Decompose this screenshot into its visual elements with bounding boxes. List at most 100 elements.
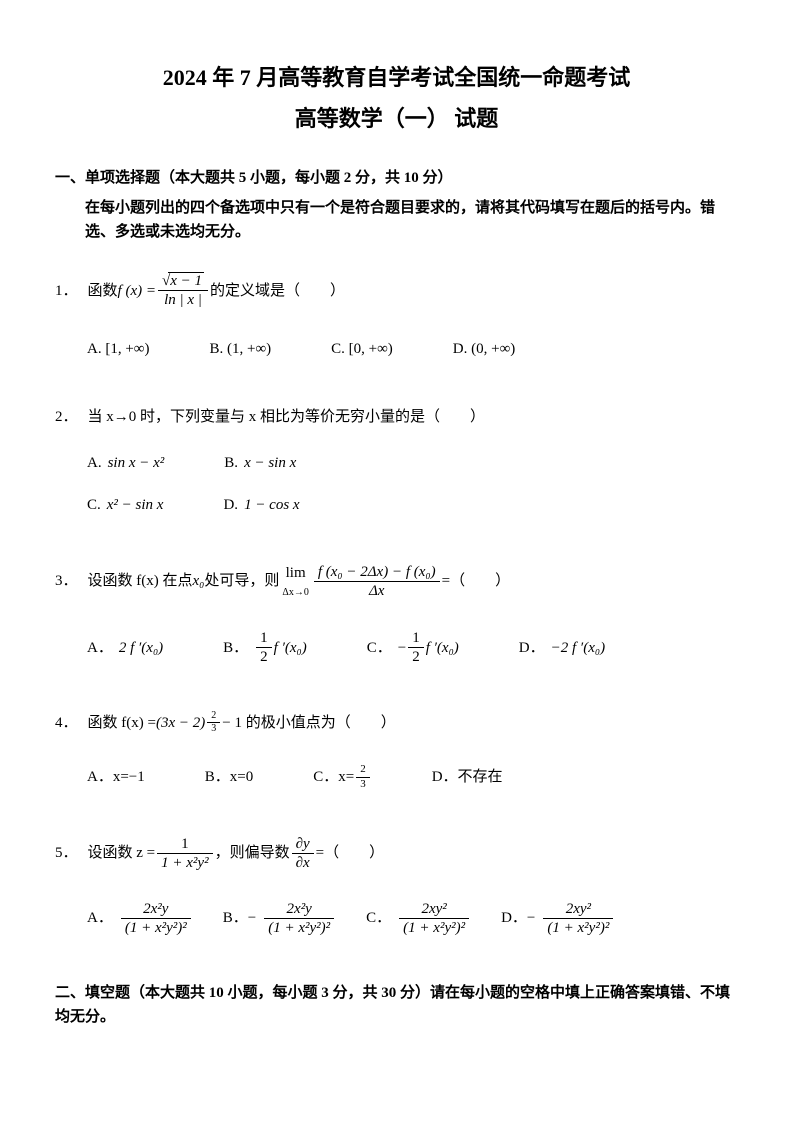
q2-option-b: B. x − sin x xyxy=(224,451,296,475)
q4-c-den: 3 xyxy=(356,778,370,791)
section2-heading: 二、填空题（本大题共 10 小题，每小题 3 分，共 30 分）请在每小题的空格… xyxy=(55,981,738,1029)
q3-b-num: 1 xyxy=(256,629,272,648)
q5-z-den: 1 + x²y² xyxy=(157,854,212,872)
q1-pre: 函数 xyxy=(88,279,118,303)
main-title: 2024 年 7 月高等教育自学考试全国统一命题考试 xyxy=(55,60,738,95)
q2-b-text: x − sin x xyxy=(244,451,296,475)
q5-c-den: (1 + x²y²)² xyxy=(399,919,469,937)
q2-option-c: C. x² − sin x xyxy=(87,493,163,517)
q3-fraction: f (x₀ − 2Δx) − f (x₀) Δx xyxy=(314,563,440,600)
q2-c-text: x² − sin x xyxy=(107,493,164,517)
q5-d-label: D．− xyxy=(501,906,535,930)
q1-number: 1． xyxy=(55,279,78,303)
q3-post: =（ ） xyxy=(442,569,510,593)
q5-c-label: C． xyxy=(366,906,391,930)
q3-lim-top: lim xyxy=(282,561,308,585)
q1-option-b: B. (1, +∞) xyxy=(209,337,271,361)
q5-c-num: 2xy² xyxy=(399,900,469,919)
q4-option-b: B．x=0 xyxy=(205,763,253,790)
q4-exponent: 2 3 xyxy=(207,710,220,735)
q2-b-label: B. xyxy=(224,451,238,475)
q5-pre: 设函数 z = xyxy=(88,841,156,865)
sub-title: 高等数学（一） 试题 xyxy=(55,101,738,136)
q4-option-a: A．x=−1 xyxy=(87,763,145,790)
q5-a-den: (1 + x²y²)² xyxy=(121,919,191,937)
q2-stem: 当 x→0 时，下列变量与 x 相比为等价无穷小量的是（ ） xyxy=(88,405,486,429)
q2-option-a: A. sin x − x² xyxy=(87,451,164,475)
q3-a-text: 2 f ′(x₀) xyxy=(119,636,163,660)
q3-b-den: 2 xyxy=(256,648,272,666)
q5-option-a: A． 2x²y(1 + x²y²)² xyxy=(87,900,193,937)
q3-b-label: B． xyxy=(223,636,248,660)
q4-exp-num: 2 xyxy=(207,710,220,723)
q1-option-a: A. [1, +∞) xyxy=(87,337,149,361)
q1-option-c: C. [0, +∞) xyxy=(331,337,393,361)
q4-exp-den: 3 xyxy=(207,723,220,735)
q3-frac-den: Δx xyxy=(314,582,440,600)
q5-z-num: 1 xyxy=(157,835,212,854)
question-2: 2． 当 x→0 时，下列变量与 x 相比为等价无穷小量的是（ ） A. sin… xyxy=(55,405,738,535)
q3-number: 3． xyxy=(55,569,78,593)
question-1: 1． 函数 f (x) = x − 1 ln | x | 的定义域是（ ） A.… xyxy=(55,272,738,379)
section1-heading: 一、单项选择题（本大题共 5 小题，每小题 2 分，共 10 分） xyxy=(55,166,738,190)
q5-post: =（ ） xyxy=(316,841,384,865)
q5-partial-fraction: ∂y ∂x xyxy=(292,835,314,872)
q4-number: 4． xyxy=(55,711,78,735)
q3-c-den: 2 xyxy=(408,648,424,666)
q3-c-label: C． xyxy=(367,636,392,660)
q5-p-den: ∂x xyxy=(292,854,314,872)
q3-a-label: A． xyxy=(87,636,113,660)
q3-c-num: 1 xyxy=(408,629,424,648)
q3-d-label: D． xyxy=(519,636,545,660)
question-4: 4． 函数 f(x) = (3x − 2) 2 3 − 1 的极小值点为（ ） … xyxy=(55,710,738,808)
q5-b-label: B．− xyxy=(223,906,256,930)
q3-c-post: f ′(x₀) xyxy=(426,636,459,660)
q2-a-text: sin x − x² xyxy=(108,451,165,475)
q5-a-num: 2x²y xyxy=(121,900,191,919)
q4-base: (3x − 2) xyxy=(156,711,205,735)
q5-mid: ，则偏导数 xyxy=(215,841,290,865)
q4-option-c: C．x= 23 xyxy=(313,763,371,790)
q4-c-label: C．x= xyxy=(313,765,354,789)
q1-sqrt: x − 1 xyxy=(168,272,204,289)
q3-c-pre: − xyxy=(398,636,406,660)
q5-d-num: 2xy² xyxy=(543,900,613,919)
q2-d-label: D. xyxy=(223,493,238,517)
q3-mid: 处可导，则 xyxy=(204,569,279,593)
q5-d-den: (1 + x²y²)² xyxy=(543,919,613,937)
q5-b-den: (1 + x²y²)² xyxy=(264,919,334,937)
q5-p-num: ∂y xyxy=(292,835,314,854)
q3-b-post: f ′(x₀) xyxy=(274,636,307,660)
q1-fx: f (x) = xyxy=(118,279,156,303)
q2-number: 2． xyxy=(55,405,78,429)
section1-note: 在每小题列出的四个备选项中只有一个是符合题目要求的，请将其代码填写在题后的括号内… xyxy=(85,196,738,244)
q3-frac-num: f (x₀ − 2Δx) − f (x₀) xyxy=(314,563,440,582)
q2-c-label: C. xyxy=(87,493,101,517)
q5-a-label: A． xyxy=(87,906,113,930)
q3-lim-bot: Δx→0 xyxy=(282,585,308,601)
q5-option-c: C． 2xy²(1 + x²y²)² xyxy=(366,900,471,937)
q5-number: 5． xyxy=(55,841,78,865)
q3-option-d: D． −2 f ′(x₀) xyxy=(519,629,605,666)
q5-z-fraction: 1 1 + x²y² xyxy=(157,835,212,872)
q4-c-num: 2 xyxy=(356,763,370,777)
question-5: 5． 设函数 z = 1 1 + x²y² ，则偏导数 ∂y ∂x =（ ） A… xyxy=(55,835,738,955)
q3-option-c: C． − 12 f ′(x₀) xyxy=(367,629,459,666)
q2-option-d: D. 1 − cos x xyxy=(223,493,299,517)
q3-x0: x₀ xyxy=(193,569,205,593)
q3-option-a: A． 2 f ′(x₀) xyxy=(87,629,163,666)
q3-limit: lim Δx→0 xyxy=(282,561,308,601)
q4-post: − 1 的极小值点为（ ） xyxy=(222,711,395,735)
q5-option-d: D．− 2xy²(1 + x²y²)² xyxy=(501,900,615,937)
q5-b-num: 2x²y xyxy=(264,900,334,919)
q3-pre: 设函数 f(x) 在点 xyxy=(88,569,193,593)
q2-d-text: 1 − cos x xyxy=(244,493,300,517)
q1-fraction: x − 1 ln | x | xyxy=(158,272,208,309)
question-3: 3． 设函数 f(x) 在点 x₀ 处可导，则 lim Δx→0 f (x₀ −… xyxy=(55,561,738,684)
q1-den: ln | x | xyxy=(158,291,208,309)
q1-option-d: D. (0, +∞) xyxy=(453,337,515,361)
q1-post: 的定义域是（ ） xyxy=(210,279,345,303)
q3-option-b: B． 12 f ′(x₀) xyxy=(223,629,307,666)
q3-d-text: −2 f ′(x₀) xyxy=(551,636,605,660)
q4-pre: 函数 f(x) = xyxy=(88,711,156,735)
